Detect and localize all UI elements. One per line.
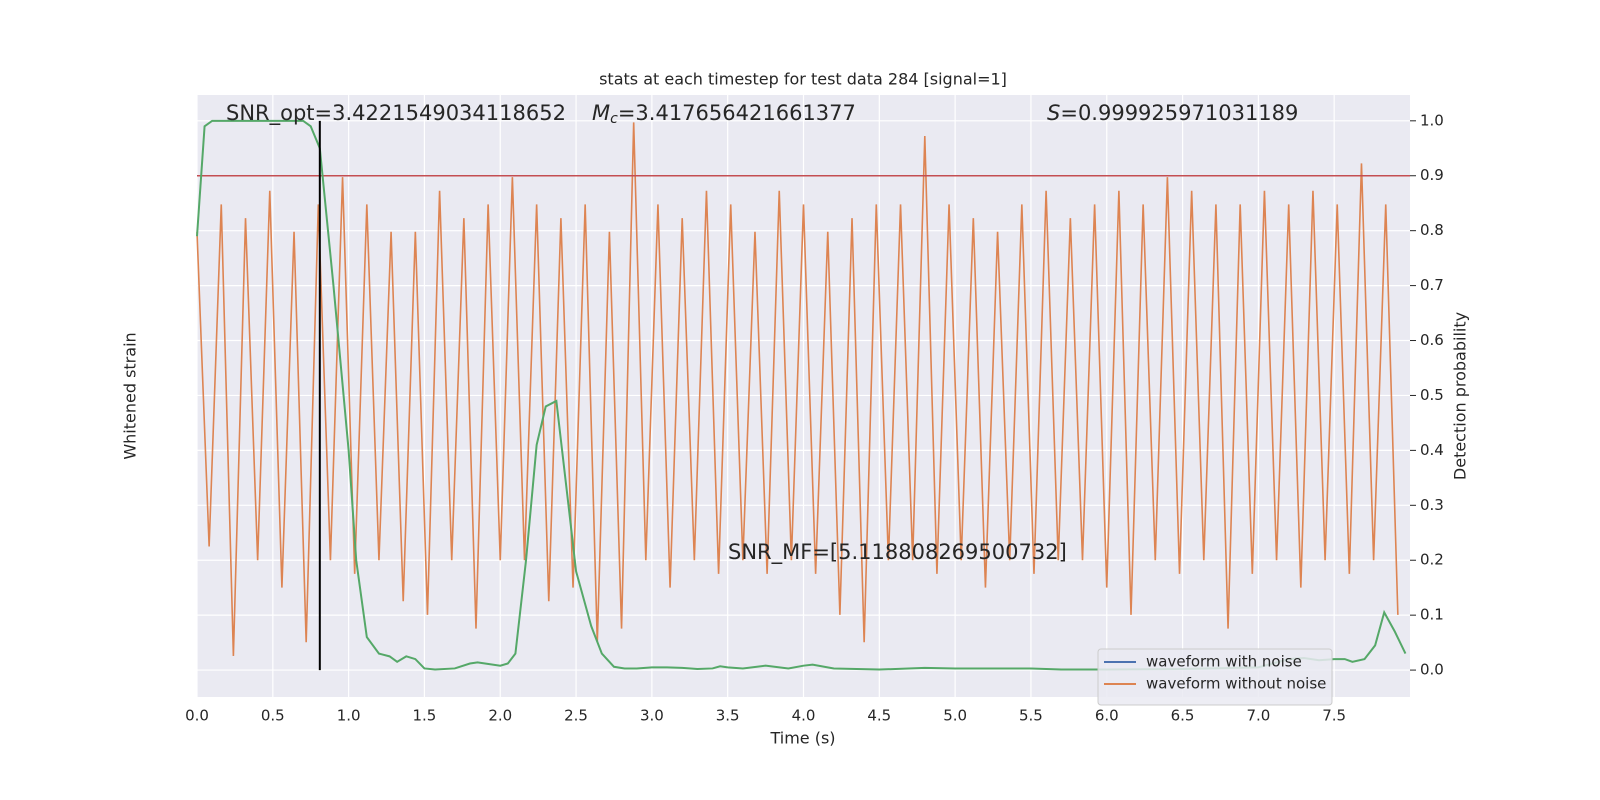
y2-tick-label: 0.7 [1420,276,1444,294]
y2-tick-label: 0.8 [1420,221,1444,239]
x-tick-label: 3.5 [716,707,740,725]
legend-box [1097,648,1333,706]
annotation-subscript: c [610,111,618,127]
chart-title: stats at each timestep for test data 284… [599,70,1007,89]
annotation: SNR_MF=[5.118808269500732] [728,540,1067,565]
y2-axis-label: Detection probability [1451,312,1470,480]
annotation-symbol: S [1047,101,1060,125]
annotation-symbol: M [592,101,610,125]
y-axis-label: Whitened strain [121,332,140,459]
annotation: S=0.999925971031189 [1047,101,1298,125]
legend-label: waveform without noise [1146,675,1326,693]
y2-tick-label: 1.0 [1420,111,1444,129]
annotation: Mc=3.417656421661377 [592,101,856,127]
y2-tick-label: 0.1 [1420,606,1444,624]
x-axis-label: Time (s) [769,729,835,748]
x-tick-label: 0.5 [261,707,285,725]
x-tick-label: 2.0 [488,707,512,725]
series-line [196,122,1399,656]
x-tick-label: 6.0 [1095,707,1119,725]
y2-tick-label: 0.5 [1420,386,1444,404]
x-tick-label: 7.5 [1322,707,1346,725]
x-tick-label: 2.5 [564,707,588,725]
y2-tick-label: 0.2 [1420,551,1444,569]
x-tick-label: 1.5 [413,707,437,725]
y2-tick-label: 0.0 [1420,661,1444,679]
x-tick-label: 4.0 [792,707,816,725]
annotation-text: =0.999925971031189 [1060,101,1298,125]
y2-tick-label: 0.4 [1420,441,1444,459]
x-tick-label: 7.0 [1246,707,1270,725]
annotation-text: =3.417656421661377 [618,101,856,125]
x-tick-label: 5.0 [943,707,967,725]
x-tick-label: 3.0 [640,707,664,725]
y2-tick-label: 0.3 [1420,496,1444,514]
x-tick-label: 5.5 [1019,707,1043,725]
x-tick-label: 0.0 [185,707,209,725]
x-tick-label: 1.0 [337,707,361,725]
y2-tick-label: 0.6 [1420,331,1444,349]
x-tick-label: 6.5 [1171,707,1195,725]
legend-label: waveform with noise [1146,653,1302,671]
annotation: SNR_opt=3.4221549034118652 [226,101,566,126]
y2-tick-label: 0.9 [1420,166,1444,184]
x-tick-label: 4.5 [867,707,891,725]
